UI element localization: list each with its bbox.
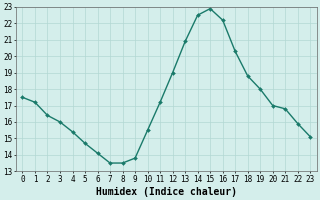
X-axis label: Humidex (Indice chaleur): Humidex (Indice chaleur): [96, 186, 237, 197]
